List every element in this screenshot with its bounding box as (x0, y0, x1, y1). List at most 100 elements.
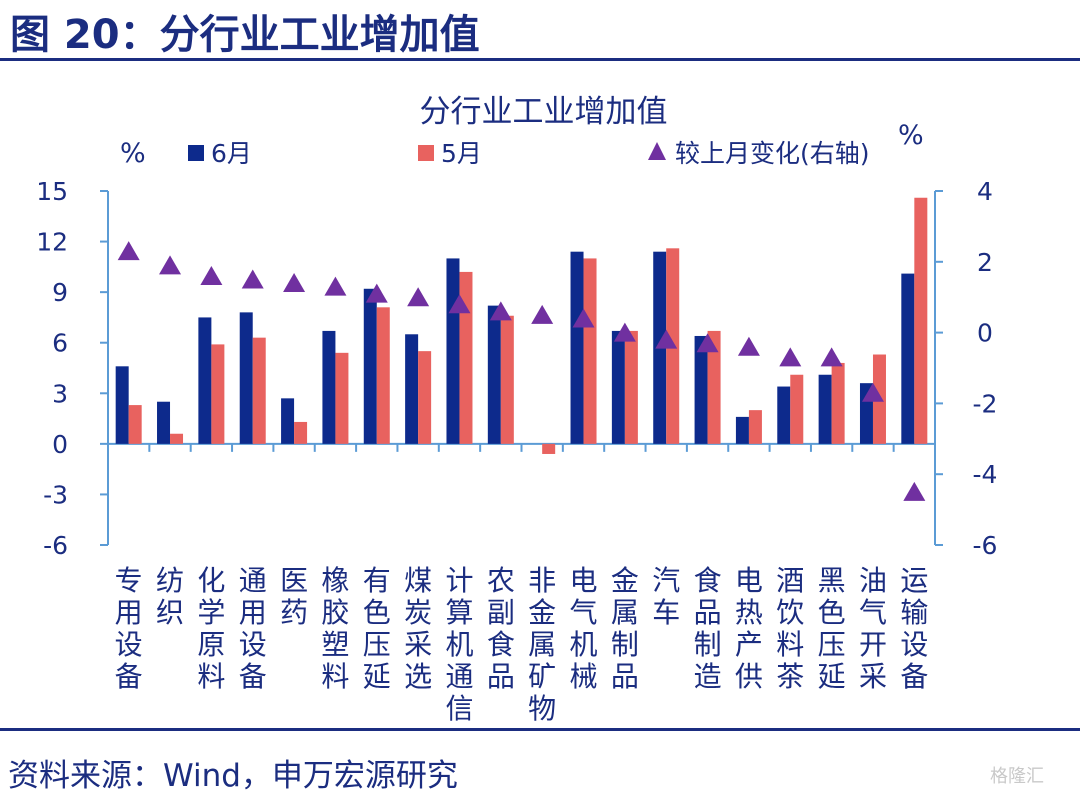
right-axis-tick-label: 4 (977, 177, 993, 206)
left-axis-tick-label: 6 (52, 329, 68, 358)
marker-change (448, 294, 471, 314)
left-axis-tick-label: 15 (36, 177, 68, 206)
category-label-char: 延 (363, 660, 391, 693)
category-label-char: 色 (818, 596, 846, 629)
category-label-char: 金 (528, 596, 556, 629)
category-label-char: 食 (487, 628, 515, 661)
category-label-char: 炭 (404, 596, 432, 629)
bar-june (239, 312, 253, 444)
right-axis-tick-label: -4 (973, 460, 998, 489)
category-label-char: 设 (115, 628, 143, 661)
marker-change (407, 287, 430, 307)
category-label: 食品制造 (694, 564, 722, 693)
bar-may (128, 405, 142, 444)
bar-june (818, 374, 832, 444)
chart: 分行业工业增加值%% 6月 5月 较上月变化(右轴) 15 12 9 6 3 0 -3 -6 4 2 0 -2… (36, 94, 998, 725)
footer-rule (0, 728, 1080, 731)
marker-change (241, 269, 264, 289)
marker-change (737, 336, 760, 356)
category-label-char: 信 (445, 692, 473, 725)
category-label-char: 属 (528, 628, 556, 661)
category-label-char: 运 (900, 564, 928, 597)
bar-june (281, 398, 295, 444)
category-label: 专用设备 (115, 564, 143, 693)
marker-change (903, 481, 926, 501)
category-label-char: 产 (735, 628, 763, 661)
category-label: 运输设备 (900, 564, 928, 693)
bar-may (914, 197, 928, 444)
category-label-char: 专 (115, 564, 143, 597)
category-label-char: 用 (239, 596, 267, 629)
category-label-char: 副 (487, 596, 515, 629)
bar-may (707, 330, 721, 444)
marker-change (572, 308, 595, 328)
bar-may (170, 433, 184, 444)
bar-may (335, 352, 349, 444)
bar-may (748, 410, 762, 444)
bar-june (446, 258, 460, 444)
right-axis-tick-label: 2 (977, 248, 993, 277)
category-label-char: 黑 (818, 564, 846, 597)
category-label-char: 制 (694, 628, 722, 661)
category-label: 汽车 (652, 564, 680, 629)
category-label-char: 输 (900, 596, 928, 629)
marker-change (324, 276, 347, 296)
category-label-char: 饮 (776, 596, 804, 629)
category-label-char: 酒 (776, 564, 804, 597)
category-label-char: 原 (197, 628, 225, 661)
bar-may (583, 258, 597, 444)
category-label: 医药 (280, 564, 308, 629)
category-label: 电气机械 (570, 564, 598, 693)
category-label-char: 化 (197, 564, 225, 597)
category-label-char: 油 (859, 564, 887, 597)
category-label-char: 物 (528, 692, 556, 725)
marker-change (655, 329, 678, 349)
right-axis-tick-label: -2 (973, 389, 998, 418)
category-label: 有色压延 (363, 564, 391, 693)
left-axis-tick-label: -3 (43, 480, 68, 509)
left-axis-tick-label: 0 (52, 430, 68, 459)
source-note: 资料来源：Wind，申万宏源研究 (8, 758, 458, 794)
bar-may (790, 374, 804, 444)
bar-may (542, 443, 556, 454)
category-label-char: 选 (404, 660, 432, 693)
category-label-char: 胶 (321, 596, 349, 629)
bar-may (831, 362, 845, 444)
bar-june (901, 273, 915, 444)
category-label-char: 备 (900, 660, 928, 693)
category-label-char: 供 (735, 660, 763, 693)
category-label-char: 气 (570, 596, 598, 629)
category-label-char: 织 (156, 596, 184, 629)
bar-may (624, 330, 638, 444)
category-label-char: 金 (611, 564, 639, 597)
category-label-char: 通 (445, 660, 473, 693)
legend-marker-change (648, 142, 666, 160)
category-label-char: 电 (735, 564, 763, 597)
category-label-char: 纺 (156, 564, 184, 597)
right-axis-tick-label: 0 (977, 319, 993, 348)
watermark-logo: 格隆汇 (990, 766, 1044, 787)
category-label: 金属制品 (611, 564, 639, 693)
category-label-char: 料 (197, 660, 225, 693)
category-label-char: 品 (611, 660, 639, 693)
bar-june (115, 366, 129, 444)
category-label: 橡胶塑料 (321, 564, 349, 693)
category-label-char: 车 (652, 596, 680, 629)
category-label-char: 压 (818, 628, 846, 661)
left-axis-unit: % (120, 138, 146, 169)
category-label: 油气开采 (859, 564, 887, 693)
category-label-char: 食 (694, 564, 722, 597)
bar-june (405, 334, 419, 444)
marker-change (696, 333, 719, 353)
category-label-char: 设 (900, 628, 928, 661)
bar-may (500, 315, 514, 444)
category-label: 计算机通信 (445, 564, 473, 725)
marker-change (820, 347, 843, 367)
category-label-char: 设 (239, 628, 267, 661)
category-label-char: 属 (611, 596, 639, 629)
category-label-char: 通 (239, 564, 267, 597)
marker-change (489, 301, 512, 321)
category-label-char: 计 (445, 564, 473, 597)
bar-may (211, 344, 225, 444)
category-label-char: 械 (570, 660, 598, 693)
